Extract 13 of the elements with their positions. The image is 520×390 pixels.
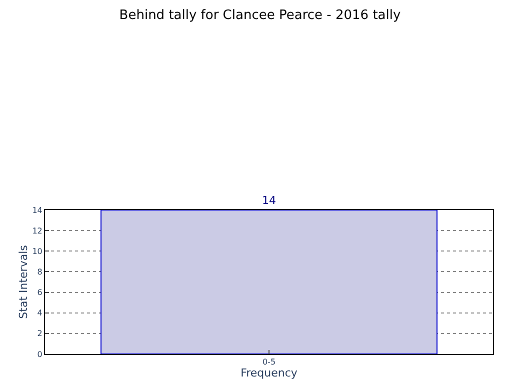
x-tick-label: 0-5 bbox=[262, 358, 276, 367]
y-tick-label: 6 bbox=[37, 288, 42, 298]
y-tick-label: 2 bbox=[37, 329, 42, 338]
y-tick-label: 4 bbox=[37, 308, 42, 318]
y-tick-label: 0 bbox=[37, 350, 42, 359]
y-tick-label: 8 bbox=[37, 268, 42, 277]
x-axis-title: Frequency bbox=[240, 366, 298, 380]
data-label: 14 bbox=[262, 194, 276, 207]
chart-title: Behind tally for Clancee Pearce - 2016 tally bbox=[119, 8, 401, 23]
y-tick-label: 12 bbox=[32, 226, 42, 236]
y-tick-label: 14 bbox=[32, 206, 42, 215]
y-axis-title: Stat Intervals bbox=[16, 244, 30, 319]
y-tick-label: 10 bbox=[32, 246, 42, 256]
